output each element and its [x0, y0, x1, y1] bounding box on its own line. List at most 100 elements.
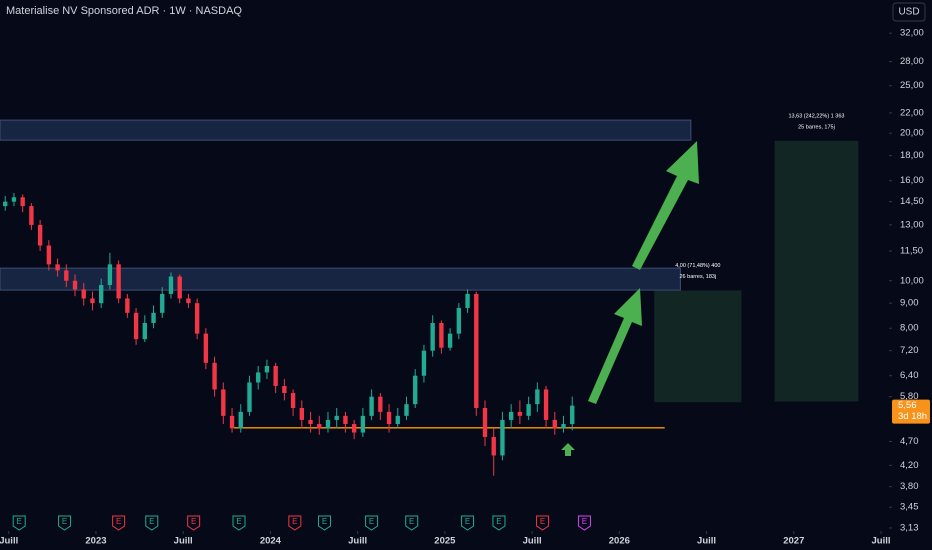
candle-body: [37, 224, 43, 246]
arrow: [588, 288, 642, 404]
earnings-marker: [58, 515, 72, 531]
candle-body: [290, 393, 296, 408]
arrow: [632, 141, 699, 270]
x-tick-label: Juill: [697, 536, 716, 547]
currency[interactable]: USD: [898, 7, 919, 18]
candle-body: [430, 322, 435, 351]
earnings-label: E: [582, 517, 587, 526]
candle-body: [299, 407, 304, 420]
x-tick-label: 2026: [609, 536, 630, 547]
arrow: [561, 443, 575, 456]
candle-body: [81, 289, 86, 299]
y-tick-label: 7,20: [900, 345, 919, 356]
y-tick-label: 3,45: [900, 502, 919, 513]
y-tick-label: 8,00: [900, 323, 919, 334]
y-tick-label: 16,00: [900, 175, 924, 186]
earnings-label: E: [540, 517, 545, 526]
measure-label: 13,63 (242,22%) 1 363: [788, 113, 844, 119]
candle-body: [439, 322, 444, 348]
candle-body: [378, 396, 383, 412]
earnings-marker: [577, 515, 591, 531]
x-tick-label: Juill: [0, 536, 18, 547]
earnings-marker: [12, 515, 26, 531]
candle-body: [29, 206, 34, 225]
candle-body: [351, 424, 357, 433]
candle-body: [151, 312, 156, 323]
x-tick-label: Juill: [523, 536, 542, 547]
candle-body: [404, 404, 409, 416]
candle-body: [247, 382, 252, 412]
candle-body: [474, 293, 479, 408]
candle-body: [55, 264, 60, 271]
x-tick-label: Juill: [872, 536, 891, 547]
earnings-marker: [317, 515, 331, 531]
candle-body: [238, 411, 243, 429]
candle-body: [570, 405, 575, 425]
projection-box: [774, 140, 859, 402]
earnings-label: E: [322, 517, 327, 526]
measure-label: 4,00 (71,48%) 400: [675, 263, 720, 269]
currency-button[interactable]: [892, 2, 926, 22]
candle-body: [116, 264, 121, 299]
candle-body: [500, 419, 505, 456]
candle-body: [256, 372, 261, 383]
countdown: 3d 18h: [898, 411, 927, 422]
candle-body: [3, 201, 8, 207]
candle-body: [308, 419, 313, 425]
measure-label: 25 barres, 175j: [798, 124, 835, 130]
candle-body: [517, 411, 523, 416]
earnings-label: E: [62, 517, 67, 526]
earnings-marker: [536, 515, 550, 531]
candle-body: [334, 415, 339, 420]
earnings-label: E: [409, 517, 414, 526]
y-tick-label: 20,00: [900, 128, 924, 139]
candle-body: [186, 298, 191, 304]
y-tick-label: 32,00: [900, 28, 924, 39]
candle-body: [221, 389, 226, 416]
earnings-label: E: [292, 517, 297, 526]
candle-body: [194, 303, 200, 334]
candle-body: [360, 415, 366, 433]
candle-body: [413, 375, 418, 405]
candle-body: [526, 404, 531, 416]
earnings-marker: [145, 515, 159, 531]
earnings-label: E: [17, 517, 22, 526]
earnings-label: E: [116, 517, 121, 526]
y-tick-label: 28,00: [900, 56, 924, 67]
projection-box: [654, 290, 742, 403]
x-tick-label: Juill: [348, 536, 367, 547]
candle-body: [72, 280, 78, 290]
earnings-marker: [461, 515, 475, 531]
y-tick-label: 6,40: [900, 370, 919, 381]
candle-body: [465, 293, 470, 308]
y-tick-label: 11,50: [900, 246, 923, 257]
earnings-marker: [112, 515, 126, 531]
earnings-label: E: [149, 517, 154, 526]
candle-body: [535, 389, 540, 405]
x-tick-label: 2023: [85, 536, 106, 547]
chart-title: Materialise NV Sponsored ADR · 1W · NASD…: [6, 5, 242, 17]
candle-body: [107, 264, 113, 286]
candle-body: [325, 419, 331, 429]
y-tick-label: 3,13: [900, 522, 919, 533]
candle-body: [20, 197, 25, 207]
x-tick-label: 2027: [783, 536, 804, 547]
candle-body: [99, 285, 104, 304]
y-tick-label: 10,00: [900, 275, 924, 286]
candle-body: [168, 276, 174, 294]
y-tick-label: 5,80: [900, 391, 919, 402]
y-tick-label: 3,80: [900, 481, 919, 492]
earnings-marker: [405, 515, 419, 531]
candle-body: [482, 407, 488, 437]
earnings-marker: [288, 515, 302, 531]
earnings-marker: [187, 515, 201, 531]
candle-body: [142, 322, 147, 340]
candle-body: [177, 276, 182, 299]
candle-body: [64, 270, 69, 281]
earnings-label: E: [369, 517, 374, 526]
candle-body: [395, 415, 400, 425]
y-tick-label: 9,00: [900, 298, 919, 309]
candle-body: [264, 365, 270, 373]
candle-body: [203, 333, 209, 363]
candle-body: [386, 411, 392, 425]
